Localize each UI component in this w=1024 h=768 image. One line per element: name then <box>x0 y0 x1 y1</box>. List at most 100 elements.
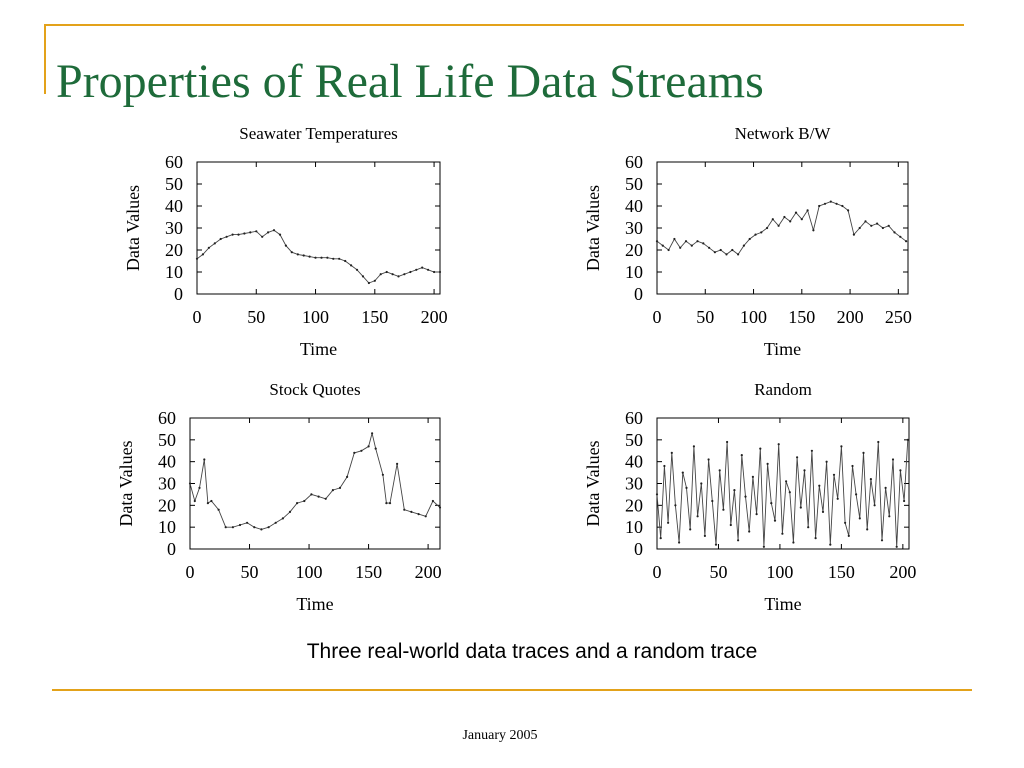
data-point <box>379 273 382 276</box>
y-tick-label: 20 <box>625 240 643 260</box>
slide-title: Properties of Real Life Data Streams <box>56 55 764 108</box>
x-tick-label: 50 <box>709 562 727 582</box>
data-point <box>296 253 299 256</box>
data-point <box>385 502 388 505</box>
y-axis-label: Data Values <box>116 440 136 526</box>
data-point <box>884 486 887 489</box>
data-point <box>427 268 430 271</box>
data-point <box>785 480 788 483</box>
data-point <box>891 458 895 461</box>
data-point <box>847 534 850 538</box>
data-point <box>899 235 902 238</box>
data-point <box>361 275 365 278</box>
data-point <box>661 244 664 247</box>
y-tick-label: 0 <box>167 539 176 559</box>
data-point <box>725 253 728 256</box>
data-point <box>906 438 909 441</box>
data-point <box>777 443 780 446</box>
data-point <box>807 526 810 529</box>
data-point <box>881 226 885 230</box>
data-point <box>707 458 710 461</box>
data-point <box>284 244 287 247</box>
data-point <box>869 478 873 481</box>
data-point <box>818 484 821 487</box>
data-point <box>320 256 323 259</box>
y-tick-label: 60 <box>625 408 643 428</box>
data-point <box>876 222 879 225</box>
x-tick-label: 150 <box>828 562 855 582</box>
data-point <box>766 226 769 230</box>
x-tick-label: 0 <box>186 562 195 582</box>
x-tick-label: 100 <box>740 307 767 327</box>
data-point <box>667 248 670 252</box>
data-point <box>835 202 838 205</box>
x-tick-label: 50 <box>696 307 714 327</box>
data-point <box>905 240 908 243</box>
data-point <box>893 231 896 234</box>
data-point <box>415 268 418 271</box>
y-tick-label: 0 <box>634 539 643 559</box>
data-point <box>806 209 809 212</box>
figure-caption: Three real-world data traces and a rando… <box>306 640 758 663</box>
data-point <box>766 462 769 465</box>
data-point <box>696 240 699 243</box>
data-point <box>367 281 370 285</box>
data-point <box>810 449 814 452</box>
data-point <box>851 464 854 468</box>
data-point <box>770 502 773 505</box>
data-point <box>371 432 374 435</box>
data-point <box>733 489 736 492</box>
data-point <box>195 257 199 260</box>
y-tick-label: 20 <box>165 240 183 260</box>
y-tick-label: 30 <box>165 218 183 238</box>
x-axis-label: Time <box>764 339 801 359</box>
data-point <box>188 482 192 485</box>
decorative-bottom-rule <box>52 689 972 691</box>
data-point <box>788 491 791 494</box>
data-point <box>249 231 252 234</box>
y-tick-label: 10 <box>625 262 643 282</box>
data-point <box>332 257 335 260</box>
data-point <box>360 449 363 452</box>
x-axis-label: Time <box>764 594 801 614</box>
data-point <box>760 231 763 234</box>
chart-title: Random <box>754 380 812 399</box>
data-point <box>748 530 751 533</box>
data-point <box>781 532 784 535</box>
data-point <box>373 279 376 282</box>
data-point <box>702 242 705 245</box>
data-point <box>722 508 725 511</box>
data-point <box>314 256 317 259</box>
data-point <box>841 204 844 208</box>
data-point <box>431 499 434 503</box>
data-point <box>421 266 424 269</box>
data-point <box>388 502 392 505</box>
x-tick-label: 200 <box>421 307 448 327</box>
y-tick-label: 30 <box>625 474 643 494</box>
data-point <box>678 541 681 544</box>
data-point <box>799 506 802 509</box>
y-tick-label: 10 <box>158 517 176 537</box>
data-point <box>246 521 249 524</box>
data-point <box>344 259 347 263</box>
data-point <box>708 246 711 249</box>
data-point <box>224 526 227 529</box>
data-point <box>278 233 282 236</box>
data-point <box>391 273 394 276</box>
chart-title: Seawater Temperatures <box>239 124 398 143</box>
data-point <box>858 226 861 230</box>
data-point <box>272 229 276 232</box>
data-point <box>742 244 746 247</box>
data-point <box>685 486 688 489</box>
series-line <box>656 439 909 547</box>
data-point <box>385 270 388 274</box>
data-point <box>726 440 729 444</box>
y-tick-label: 40 <box>158 452 176 472</box>
data-point <box>381 473 384 476</box>
y-tick-label: 50 <box>158 430 176 450</box>
y-tick-label: 0 <box>174 284 183 304</box>
data-point <box>692 445 696 448</box>
footer-date: January 2005 <box>462 728 538 743</box>
data-point <box>823 202 827 205</box>
x-tick-label: 200 <box>837 307 864 327</box>
